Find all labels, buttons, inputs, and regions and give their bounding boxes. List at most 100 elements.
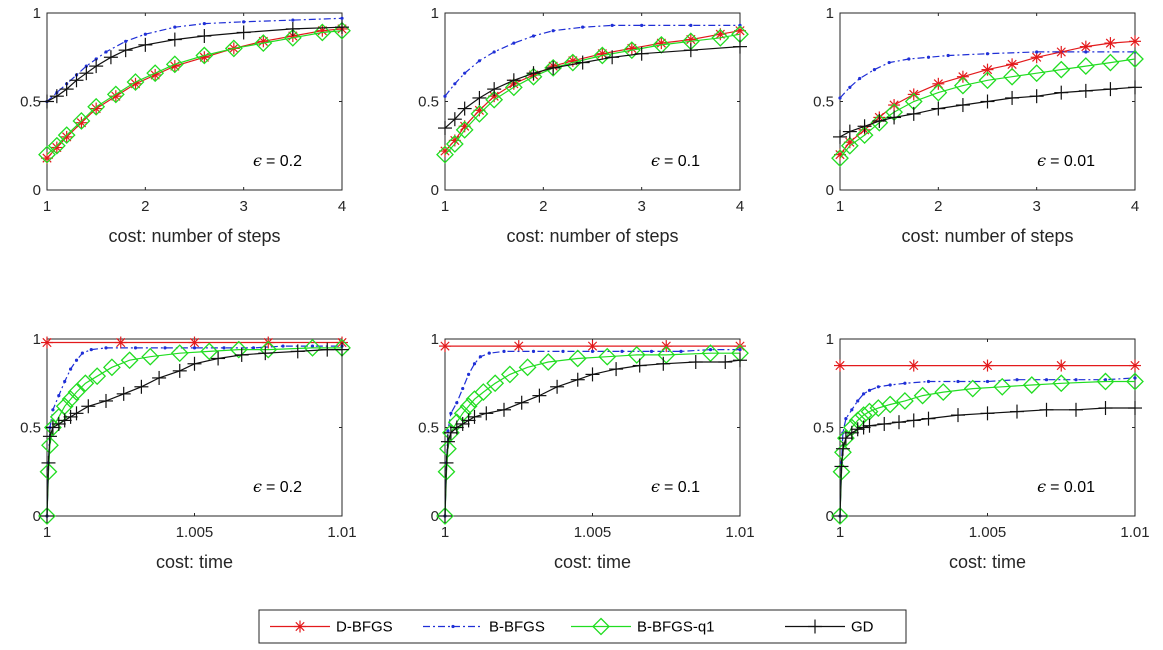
data-point-gd [447,112,462,127]
data-point-d-bfgs [981,63,994,76]
data-point-gd [906,106,921,121]
data-point-gd [41,455,56,470]
data-point-b-bfgs [477,59,482,63]
data-point-b-bfgs-q1 [47,136,66,155]
panel-0-0: 1 2 3 4 0 0.5 1 cost: number of steps ϵ = 0.2 [20,5,351,246]
legend-entry-b-bfgs: B-BFGS [423,619,545,636]
data-point-b-bfgs-q1 [474,383,493,402]
data-point-gd [931,101,946,116]
legend-label: GD [851,619,874,636]
data-point-gd [835,441,850,456]
y-tick-label: 0 [33,182,41,199]
data-point-b-bfgs [467,372,471,376]
data-point-b-bfgs [94,57,98,61]
data-point-b-bfgs [192,346,197,350]
data-point-b-bfgs-q1 [224,39,243,58]
data-point-b-bfgs [443,94,447,98]
data-point-gd [632,358,647,373]
y-tick-label: 0.5 [20,420,41,437]
data-point-gd [99,393,113,408]
data-point-d-bfgs [1104,37,1117,50]
data-point-gd [921,411,936,426]
data-point-gd [81,399,96,414]
data-point-b-bfgs [1044,378,1049,382]
epsilon-value: = 0.01 [1050,479,1095,496]
data-point-b-bfgs [985,379,990,384]
data-point-b-bfgs-q1 [1101,53,1120,72]
y-tick-label: 0.5 [418,420,439,437]
data-point-b-bfgs-q1 [38,507,56,525]
data-point-b-bfgs [202,22,206,26]
data-point-gd [187,356,202,371]
x-tick-label: 2 [141,198,149,215]
y-tick-label: 1 [33,5,41,22]
data-point-b-bfgs-q1 [627,346,646,364]
data-point-gd [335,342,349,357]
epsilon-value: = 0.2 [266,153,302,170]
data-point-b-bfgs [163,346,167,350]
data-point-gd [1103,82,1118,97]
epsilon-annotation: ϵ = 0.2 [253,477,302,496]
data-point-b-bfgs [84,64,88,68]
data-point-d-bfgs [75,116,88,129]
x-tick-label: 1 [43,198,51,215]
data-point-b-bfgs [461,386,465,391]
x-axis-label: cost: time [156,552,233,572]
data-point-b-bfgs-q1 [445,135,464,153]
x-axis-label: cost: number of steps [108,226,280,246]
legend-asterisk-icon [294,620,306,633]
data-point-gd [285,21,300,36]
data-point-gd [440,434,455,449]
series-group [38,336,351,525]
data-point-b-bfgs [512,41,516,45]
x-tick-label: 2 [934,198,942,215]
y-tick-label: 1 [431,331,439,348]
data-point-gd [980,406,995,421]
data-point-b-bfgs [590,349,595,353]
data-point-gd [1039,402,1054,417]
epsilon-value: = 0.01 [1050,153,1095,170]
data-point-d-bfgs [50,141,63,154]
x-tick-label: 1 [836,524,844,541]
x-tick-label: 1 [441,198,449,215]
data-point-b-bfgs [104,346,108,350]
data-point-b-bfgs-q1 [283,28,302,47]
x-tick-label: 3 [637,198,645,215]
data-point-b-bfgs [492,50,496,54]
data-point-d-bfgs [257,35,270,48]
data-point-b-bfgs-q1 [1126,50,1144,68]
data-point-b-bfgs-q1 [1052,374,1071,393]
data-point-gd [1029,89,1044,104]
data-point-b-bfgs [926,379,931,384]
data-point-gd [335,20,349,35]
data-point-gd [1098,401,1113,416]
data-point-gd [59,82,74,97]
data-point-gd [850,422,865,437]
data-point-b-bfgs [1074,378,1078,382]
data-point-b-bfgs-q1 [1003,67,1021,86]
data-point-b-bfgs [531,349,536,353]
data-point-b-bfgs [926,55,931,59]
series-group [436,23,749,164]
data-point-b-bfgs [449,411,453,415]
data-point-gd [42,429,57,444]
data-point-b-bfgs [985,52,990,56]
data-point-d-bfgs [262,336,275,349]
data-point-d-bfgs [625,42,638,55]
data-point-gd [57,413,72,428]
legend-entry-gd: GD [785,619,874,636]
data-point-b-bfgs [689,23,693,27]
data-point-gd [609,362,624,377]
data-point-gd [862,418,877,433]
y-tick-label: 0.5 [418,94,439,111]
series-line-b-bfgs [839,51,1135,99]
data-point-b-bfgs [1103,378,1108,382]
data-point-b-bfgs-q1 [1126,372,1144,391]
data-point-b-bfgs [291,18,295,22]
data-point-gd [656,356,671,371]
epsilon-annotation: ϵ = 0.01 [1037,151,1095,170]
data-point-d-bfgs [907,88,920,101]
data-point-b-bfgs-q1 [333,21,351,40]
epsilon-symbol: ϵ [253,477,262,496]
data-point-b-bfgs [502,349,506,353]
